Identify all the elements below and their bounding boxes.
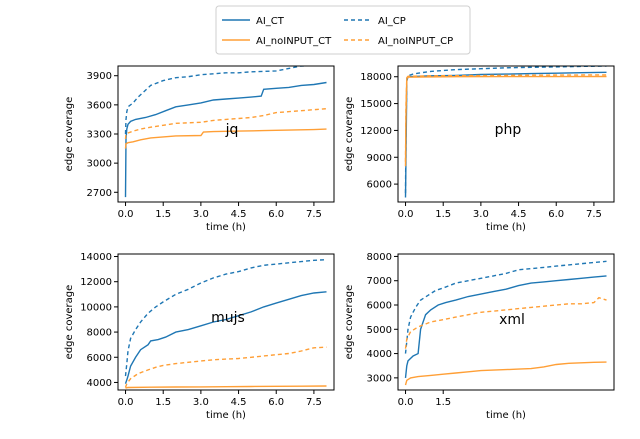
series-group <box>124 66 327 198</box>
series-line-ai-ct <box>404 275 607 378</box>
subplot-xml: 0.0 1.5 3000 4000 5000 6000 7000 8000 time (h) ed… <box>344 252 615 421</box>
y-tick-label: 3000 <box>367 373 392 384</box>
x-axis-label: time (h) <box>486 222 526 233</box>
series-line-ai-noinput-ct <box>404 75 607 167</box>
x-tick-label: 0.0 <box>118 209 134 220</box>
y-tick-label: 12000 <box>360 126 392 137</box>
series-line-ai-ct <box>124 81 327 198</box>
x-tick-label: 4.5 <box>231 397 247 408</box>
x-axis-label: time (h) <box>206 222 246 233</box>
series-group <box>404 260 607 386</box>
series-line-ai-noinput-cp <box>124 108 327 139</box>
series-line-ai-noinput-cp <box>404 74 607 162</box>
y-tick-label: 6000 <box>367 301 392 312</box>
y-axis-label: edge coverage <box>64 97 75 172</box>
subplot-title: php <box>495 122 522 138</box>
subplot-jq: 0.0 1.5 3.0 4.5 6.0 7.5 2700 3000 3300 3600 3900 ti… <box>64 65 335 233</box>
series-line-ai-cp <box>124 66 319 135</box>
y-tick-label: 4000 <box>87 378 112 389</box>
subplot-title: jq <box>225 122 239 138</box>
x-axis-label: time (h) <box>486 410 526 421</box>
legend: AI_CT AI_CP AI_noINPUT_CT AI_noINPUT_CP <box>215 5 471 55</box>
series-group <box>124 259 327 389</box>
x-tick-label: 7.5 <box>586 209 602 220</box>
y-tick-label: 2700 <box>87 188 112 199</box>
y-axis-label: edge coverage <box>344 97 355 172</box>
x-tick-label: 6.0 <box>268 397 284 408</box>
y-tick-label: 12000 <box>80 277 112 288</box>
subplot-php: 0.0 1.5 3.0 4.5 6.0 7.5 6000 9000 12000 15000 1800… <box>344 65 615 233</box>
y-tick-label: 3600 <box>87 100 112 111</box>
y-tick-label: 14000 <box>80 252 112 263</box>
series-line-ai-noinput-ct <box>125 385 327 389</box>
y-tick-label: 6000 <box>87 353 112 364</box>
x-tick-label: 3.0 <box>473 209 489 220</box>
y-axis-label: edge coverage <box>344 285 355 360</box>
x-tick-label: 4.5 <box>231 209 247 220</box>
series-group <box>404 66 607 198</box>
subplot-title: xml <box>499 312 525 328</box>
x-tick-label: 0.0 <box>398 397 414 408</box>
x-tick-label: 3.0 <box>193 397 209 408</box>
y-tick-label: 18000 <box>360 72 392 83</box>
x-tick-label: 7.5 <box>306 209 322 220</box>
x-tick-label: 4.5 <box>511 209 527 220</box>
y-tick-label: 5000 <box>367 325 392 336</box>
x-tick-label: 0.0 <box>118 397 134 408</box>
y-tick-label: 10000 <box>80 302 112 313</box>
subplot-title: mujs <box>211 310 245 326</box>
x-tick-label: 6.0 <box>548 209 564 220</box>
y-tick-label: 9000 <box>367 153 392 164</box>
subplots: 0.0 1.5 3.0 4.5 6.0 7.5 2700 3000 3300 3600 3900 ti… <box>64 65 615 421</box>
y-tick-label: 7000 <box>367 276 392 287</box>
legend-label-ai-noinput-ct: AI_noINPUT_CT <box>256 36 332 47</box>
series-line-ai-noinput-ct <box>124 128 327 149</box>
x-tick-label: 6.0 <box>268 209 284 220</box>
y-tick-label: 6000 <box>367 180 392 191</box>
y-tick-label: 15000 <box>360 99 392 110</box>
subplot-mujs: 0.0 1.5 3.0 4.5 6.0 7.5 4000 6000 8000 10000 12000… <box>64 252 335 421</box>
y-tick-label: 3000 <box>87 159 112 170</box>
series-line-ai-cp <box>404 260 607 354</box>
x-tick-label: 0.0 <box>398 209 414 220</box>
y-tick-label: 8000 <box>367 252 392 263</box>
y-tick-label: 3900 <box>87 71 112 82</box>
legend-label-ai-ct: AI_CT <box>256 16 285 27</box>
x-tick-label: 1.5 <box>435 209 451 220</box>
x-axis-label: time (h) <box>206 410 246 421</box>
plot-frame <box>397 253 615 391</box>
x-tick-label: 3.0 <box>193 209 209 220</box>
y-tick-label: 3300 <box>87 130 112 141</box>
plot-frame <box>117 253 335 391</box>
y-tick-label: 4000 <box>367 349 392 360</box>
series-line-ai-noinput-cp <box>124 346 327 388</box>
x-tick-label: 7.5 <box>306 397 322 408</box>
series-line-ai-ct <box>124 291 327 384</box>
series-line-ai-cp <box>124 259 327 377</box>
plot-frame <box>397 65 615 203</box>
series-line-ai-noinput-cp <box>404 296 607 349</box>
y-axis-label: edge coverage <box>64 285 75 360</box>
legend-frame <box>215 5 471 55</box>
x-tick-label: 1.5 <box>155 209 171 220</box>
legend-label-ai-noinput-cp: AI_noINPUT_CP <box>378 36 453 47</box>
x-tick-label: 1.5 <box>435 397 451 408</box>
y-tick-label: 8000 <box>87 328 112 339</box>
x-tick-label: 1.5 <box>155 397 171 408</box>
legend-label-ai-cp: AI_CP <box>378 16 406 27</box>
series-line-ai-noinput-ct <box>404 361 607 386</box>
